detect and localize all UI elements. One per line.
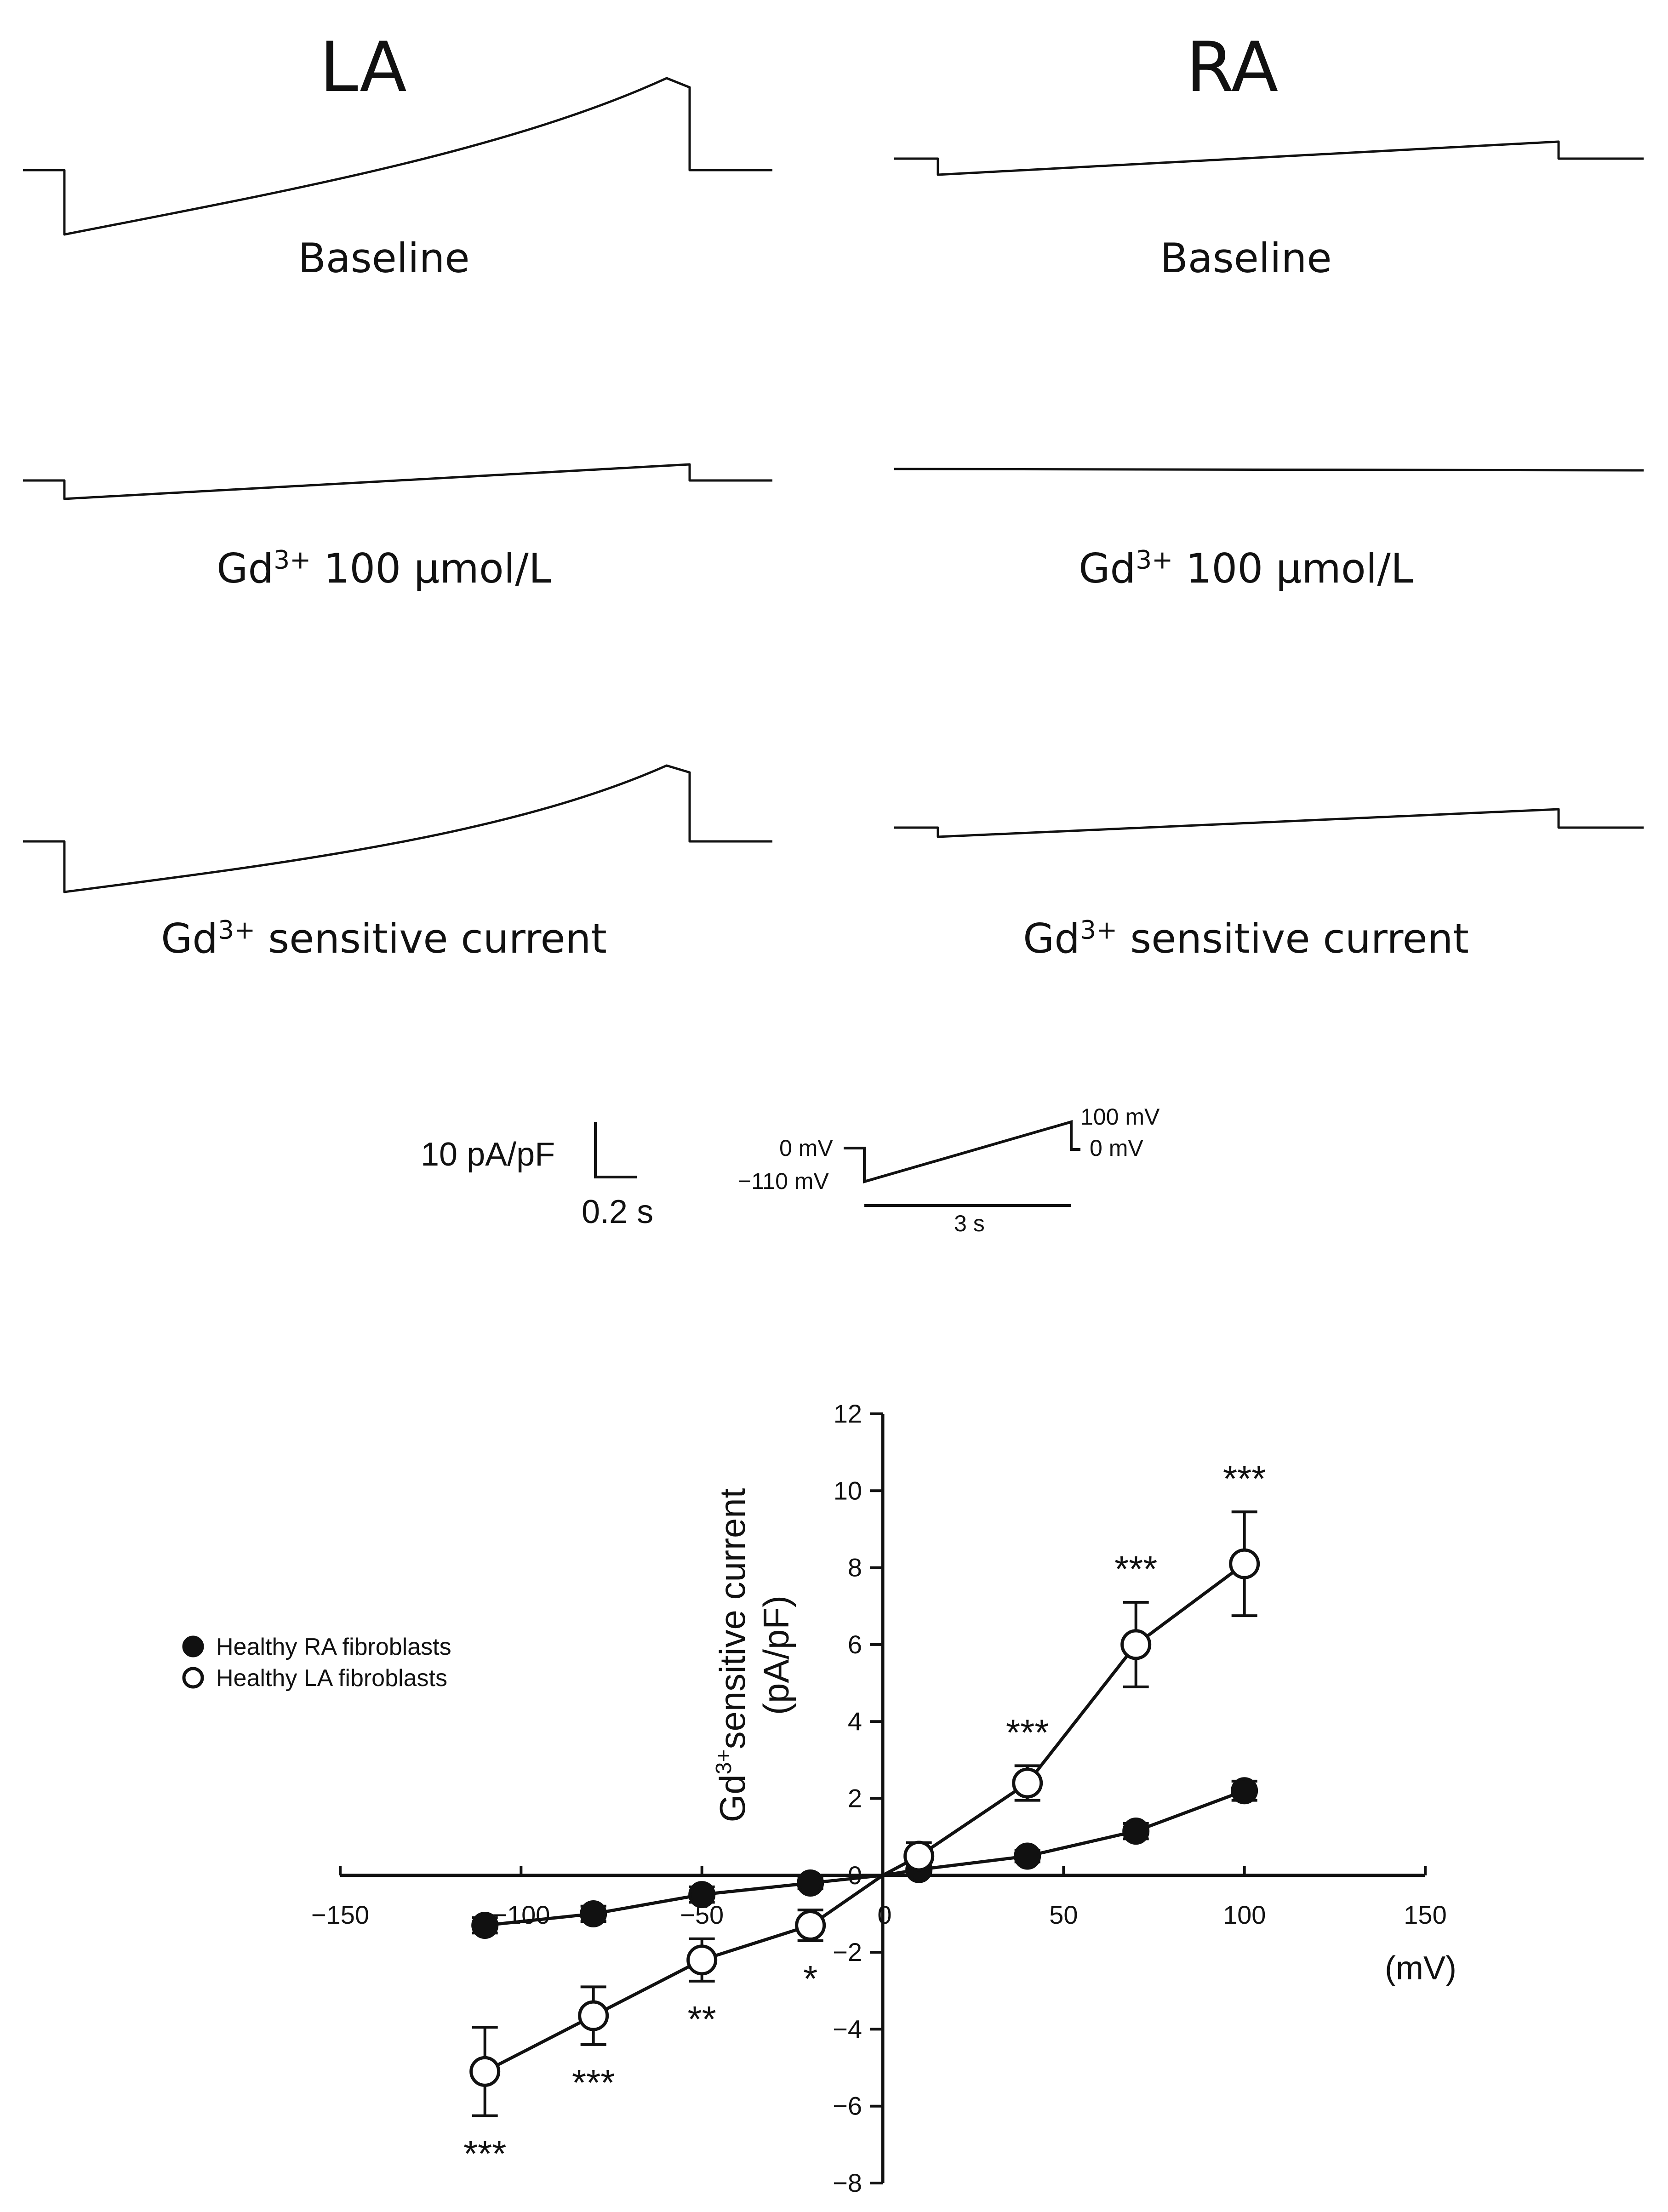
data-point-la xyxy=(1120,1629,1152,1660)
data-point-la xyxy=(795,1910,826,1941)
legend-marker-la xyxy=(182,1667,204,1689)
data-point-ra xyxy=(580,1900,607,1927)
ra-sensitive-label: Gd3+ sensitive current xyxy=(1023,915,1469,962)
ra-baseline-trace xyxy=(894,140,1644,176)
data-point-la xyxy=(1012,1767,1043,1799)
legend-marker-ra xyxy=(182,1635,204,1658)
y-tick-label: 6 xyxy=(848,1630,862,1659)
y-tick-label: 8 xyxy=(848,1553,862,1582)
significance-label: *** xyxy=(1006,1712,1049,1753)
voltage-protocol-diagram xyxy=(844,1120,1080,1207)
significance-label: ** xyxy=(688,1999,716,2040)
data-point-ra xyxy=(1231,1777,1258,1805)
protocol-start-label: 0 mV xyxy=(779,1135,833,1161)
scale-bar xyxy=(594,1122,637,1178)
la-sensitive-trace xyxy=(23,764,772,893)
la-gd-trace xyxy=(23,463,772,500)
protocol-duration-label: 3 s xyxy=(954,1211,985,1236)
significance-label: *** xyxy=(572,2062,615,2103)
significance-label: *** xyxy=(1114,1549,1157,1589)
ra-sensitive-trace xyxy=(894,808,1644,838)
la-title: LA xyxy=(320,28,407,108)
protocol-ramp-start-label: −110 mV xyxy=(738,1168,829,1194)
data-point-ra xyxy=(471,1912,499,1939)
data-point-la xyxy=(1229,1548,1260,1579)
data-point-ra xyxy=(1014,1842,1041,1870)
y-tick-label: −4 xyxy=(833,2014,862,2043)
data-point-ra xyxy=(688,1881,716,1909)
x-tick-label: 100 xyxy=(1223,1900,1266,1929)
ra-gd-label: Gd3+ 100 µmol/L xyxy=(1079,545,1413,592)
protocol-ramp-end-label: 100 mV xyxy=(1080,1104,1160,1130)
y-axis-label: Gd3+sensitive current xyxy=(712,1488,753,1822)
ra-baseline-label: Baseline xyxy=(1160,234,1332,282)
data-point-la xyxy=(578,2000,609,2031)
y-tick-label: 2 xyxy=(848,1784,862,1813)
protocol-end-label: 0 mV xyxy=(1090,1135,1143,1161)
series-line-la xyxy=(484,1562,1245,2073)
y-tick-label: −6 xyxy=(833,2092,862,2121)
data-point-ra xyxy=(1122,1818,1150,1845)
y-tick-label: −8 xyxy=(833,2168,862,2197)
significance-label: *** xyxy=(463,2133,506,2174)
ra-gd-trace xyxy=(894,468,1644,472)
data-point-ra xyxy=(797,1869,824,1897)
x-tick-label: −150 xyxy=(311,1900,369,1929)
y-axis-units: (pA/pF) xyxy=(756,1595,796,1715)
current-traces xyxy=(23,77,1644,893)
y-tick-label: 10 xyxy=(834,1476,862,1505)
significance-label: *** xyxy=(1223,1458,1266,1499)
scale-current-label: 10 pA/pF xyxy=(421,1136,555,1173)
x-axis-label: (mV) xyxy=(1385,1950,1457,1987)
data-point-la xyxy=(903,1840,935,1872)
data-point-la xyxy=(686,1944,718,1976)
la-gd-label: Gd3+ 100 µmol/L xyxy=(217,545,551,592)
y-tick-label: 12 xyxy=(834,1399,862,1428)
x-tick-label: 150 xyxy=(1404,1900,1446,1929)
la-baseline-label: Baseline xyxy=(298,234,470,282)
legend-label-ra: Healthy RA fibroblasts xyxy=(216,1634,451,1660)
significance-label: * xyxy=(803,1958,817,1999)
legend-label-la: Healthy LA fibroblasts xyxy=(216,1665,447,1692)
y-tick-label: 4 xyxy=(848,1707,862,1736)
la-baseline-trace xyxy=(23,77,772,236)
x-tick-label: 0 xyxy=(877,1900,891,1929)
data-point-la xyxy=(469,2056,501,2087)
x-tick-label: 50 xyxy=(1049,1900,1078,1929)
scale-time-label: 0.2 s xyxy=(582,1194,654,1230)
ra-title: RA xyxy=(1186,28,1279,108)
la-sensitive-label: Gd3+ sensitive current xyxy=(161,915,607,962)
y-tick-label: −2 xyxy=(833,1938,862,1966)
y-tick-label: 0 xyxy=(848,1861,862,1890)
